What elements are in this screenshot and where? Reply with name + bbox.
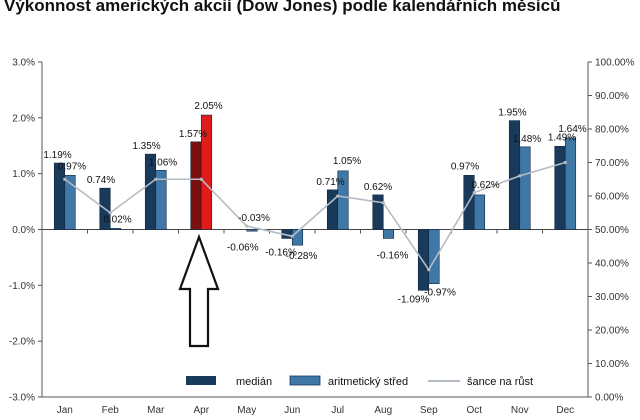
point-chance-jul [336, 194, 340, 198]
chart-title: Výkonnost amerických akcií (Dow Jones) p… [4, 0, 561, 15]
data-label-median-oct: 0.97% [451, 161, 479, 172]
legend-label-chance: šance na růst [467, 376, 533, 388]
point-chance-oct [472, 191, 476, 195]
x-tick-label: Jul [331, 405, 344, 416]
legend-swatch-median [186, 376, 216, 385]
y-left-tick-label: -1.0% [9, 281, 35, 292]
bar-mean-apr [200, 114, 213, 230]
point-chance-dec [563, 160, 567, 165]
data-label-mean-nov: 1.48% [513, 134, 541, 145]
data-label-mean-jun: -0.28% [286, 251, 318, 262]
y-right-tick-label: 70.00% [595, 158, 629, 169]
x-tick-label: Feb [102, 405, 120, 416]
x-tick-label: Aug [374, 405, 392, 416]
y-left-tick-label: 0.0% [12, 225, 35, 236]
bar-median-aug [372, 194, 384, 230]
data-label-mean-may: -0.03% [238, 213, 270, 224]
x-tick-label: Mar [147, 405, 165, 416]
data-label-mean-aug: -0.16% [377, 250, 409, 261]
data-label-mean-feb: 0.02% [103, 214, 131, 225]
point-chance-jan [63, 177, 67, 181]
y-left-tick-label: 2.0% [12, 113, 35, 124]
bar-mean-may [246, 229, 258, 232]
point-chance-nov [518, 174, 522, 178]
bar-mean-sep [428, 229, 440, 284]
x-tick-label: May [237, 405, 256, 416]
x-tick-label: Dec [556, 405, 574, 416]
y-left-tick-label: 3.0% [12, 58, 35, 69]
point-chance-jun [290, 234, 294, 238]
y-right-tick-label: 60.00% [595, 192, 629, 203]
bar-median-apr [190, 141, 202, 230]
y-left-tick-label: 1.0% [12, 169, 35, 180]
y-left-tick-label: -3.0% [9, 393, 35, 404]
bar-mean-dec [564, 137, 577, 230]
legend-label-median: medián [236, 376, 272, 388]
data-label-median-aug: 0.62% [364, 182, 392, 193]
bar-mean-jan [64, 175, 76, 230]
bar-mean-mar [155, 170, 167, 230]
data-label-median-nov: 1.95% [498, 108, 526, 119]
annotation-layer [178, 233, 220, 348]
y-right-tick-label: 0.00% [595, 393, 623, 404]
bar-median-dec [554, 146, 566, 230]
axes-layer: 3.0% 2.0% 1.0% 0.0% -1.0% -2.0% -3.0% 100.00% 90… [9, 58, 635, 417]
line-series-layer [63, 160, 567, 272]
legend: medián aritmetický střed šance na růst [186, 375, 533, 388]
y-right-tick-label: 100.00% [595, 58, 635, 69]
point-chance-sep [427, 268, 431, 272]
point-chance-aug [381, 201, 385, 205]
y-right-tick-label: 40.00% [595, 259, 629, 270]
data-label-median-jan: 1.19% [43, 150, 71, 161]
legend-label-mean: aritmetický střed [328, 376, 408, 388]
data-label-median-feb: 0.74% [87, 175, 115, 186]
x-tick-label: Jun [284, 405, 300, 416]
data-label-median-dec: 1.49% [548, 132, 576, 143]
point-chance-mar [154, 177, 158, 181]
x-tick-label: Nov [511, 405, 529, 416]
bar-median-sep [417, 229, 430, 291]
data-label-mean-dec: 1.64% [558, 124, 586, 135]
data-label-extra-may: -0.06% [227, 243, 259, 254]
data-label-mean-sep: -0.97% [424, 288, 456, 299]
data-labels-layer: 1.19% 0.74% 1.35% 1.57% -0.16% 0.71% 0.62% -1.0… [43, 101, 586, 305]
y-right-tick-label: 90.00% [595, 91, 629, 102]
bar-mean-jul [337, 170, 349, 230]
data-label-mean-jul: 1.05% [333, 156, 361, 167]
point-chance-apr [199, 177, 203, 181]
data-label-median-jun: -0.16% [265, 247, 297, 258]
y-right-tick-label: 10.00% [595, 359, 629, 370]
y-right-tick-label: 80.00% [595, 125, 629, 136]
legend-swatch-mean [289, 375, 321, 386]
bar-mean-oct [473, 194, 486, 230]
data-label-median-apr: 1.57% [179, 129, 207, 140]
bar-mean-nov [519, 146, 531, 230]
x-tick-label: Apr [193, 405, 209, 416]
y-left-tick-label: -2.0% [9, 337, 35, 348]
y-right-tick-label: 50.00% [595, 225, 629, 236]
y-right-tick-label: 30.00% [595, 292, 629, 303]
bar-median-jan [53, 162, 66, 230]
point-chance-may [245, 224, 249, 228]
data-label-mean-oct: 0.62% [471, 180, 499, 191]
up-arrow-icon [178, 233, 220, 348]
bar-mean-aug [382, 229, 395, 239]
data-label-mean-apr: 2.05% [194, 101, 222, 112]
bar-mean-feb [109, 228, 122, 230]
data-label-median-sep: -1.09% [398, 294, 430, 305]
data-label-median-mar: 1.35% [132, 141, 160, 152]
point-chance-feb [108, 211, 112, 215]
x-tick-label: Oct [466, 405, 482, 416]
line-chance-of-growth [64, 161, 566, 272]
y-right-tick-label: 20.00% [595, 326, 629, 337]
x-tick-label: Jan [57, 405, 73, 416]
data-label-mean-jan: 0.97% [58, 161, 86, 172]
data-label-median-jul: 0.71% [316, 177, 344, 188]
data-label-mean-mar: 1.06% [149, 157, 177, 168]
x-tick-label: Sep [420, 405, 438, 416]
